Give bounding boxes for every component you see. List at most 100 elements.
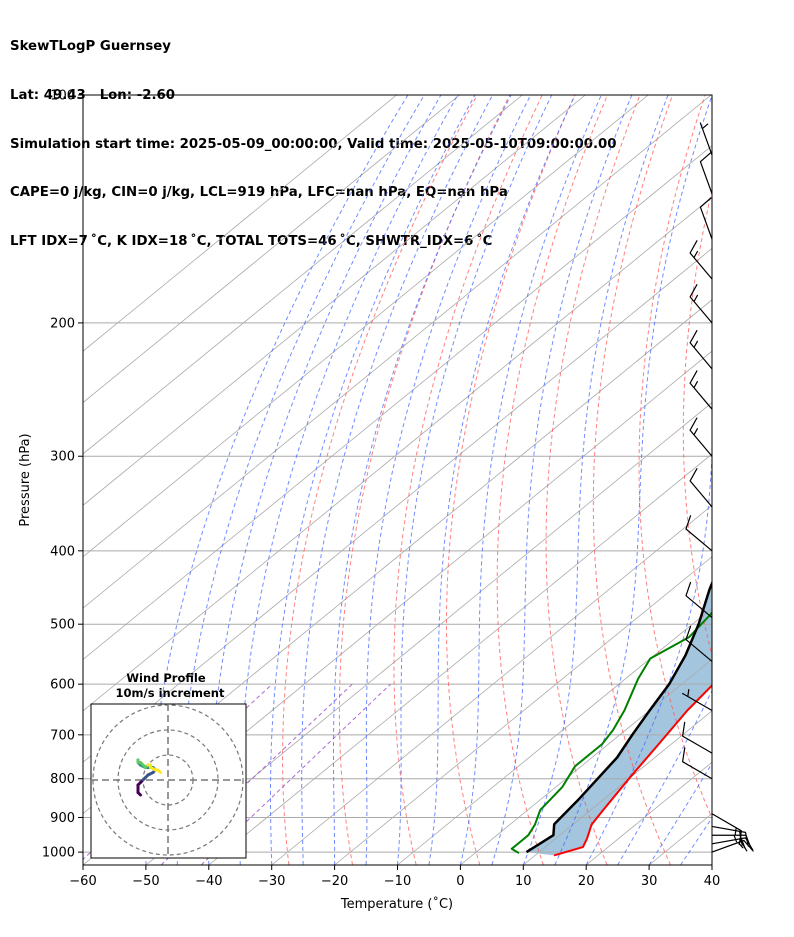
wind-barb-shape <box>711 813 742 846</box>
wind-barb <box>682 689 713 712</box>
x-tick-label: 0 <box>456 874 464 889</box>
moist-adiabat-line <box>397 95 553 865</box>
isotherm-line <box>145 402 712 865</box>
isotherm-line <box>397 607 712 865</box>
moist-adiabat-line <box>208 95 442 865</box>
dry-adiabat-line <box>338 95 511 865</box>
dry-adiabats <box>282 95 712 865</box>
y-tick-label: 900 <box>50 811 75 826</box>
isotherms <box>83 95 712 865</box>
moist-adiabat-line <box>428 95 576 865</box>
wind-barb-shape <box>685 625 713 663</box>
hodograph-inset: Wind Profile 10m/s increment <box>90 671 247 859</box>
y-tick-label: 300 <box>50 450 75 465</box>
moist-adiabats <box>145 95 794 865</box>
x-tick-label: −60 <box>69 874 96 889</box>
x-axis-label: Temperature (˚C) <box>340 896 453 912</box>
y-tick-label: 600 <box>50 678 75 693</box>
x-tick-label: −30 <box>258 874 285 889</box>
wind-barb <box>682 747 713 780</box>
dry-adiabat-line <box>638 95 712 820</box>
moist-adiabat-line <box>365 95 532 865</box>
temperature-line <box>553 683 712 857</box>
pressure-gridlines <box>83 95 712 853</box>
wind-barb <box>689 240 713 280</box>
wind-barb <box>689 330 713 370</box>
isotherm-line <box>271 504 712 865</box>
wind-barb <box>689 284 713 324</box>
wind-barb-shape <box>682 689 713 712</box>
parcel-fill-layer <box>526 583 712 856</box>
y-tick-label: 400 <box>50 544 75 559</box>
wind-barb-shape <box>699 197 713 240</box>
y-tick-label: 700 <box>50 728 75 743</box>
y-tick-label: 800 <box>50 772 75 787</box>
parcel-temperature-fill <box>526 583 712 856</box>
moist-adiabat-line <box>239 95 459 865</box>
wind-barb <box>685 515 713 552</box>
wind-barb-shape <box>689 240 713 280</box>
x-tick-label: 30 <box>641 874 658 889</box>
y-tick-label: 500 <box>50 618 75 633</box>
moist-adiabat-line <box>522 95 669 865</box>
isotherm-line <box>83 95 460 404</box>
dry-adiabat-line <box>682 188 712 657</box>
isotherm-line <box>83 95 397 352</box>
x-axis-ticks: −60 −50 −40 −30 −20 −10 0 10 20 30 40 <box>69 865 720 889</box>
mixing-ratio-line <box>200 683 391 865</box>
wind-barb <box>699 122 713 156</box>
wind-barb <box>685 625 713 663</box>
wind-barb-shape <box>689 417 713 457</box>
wind-barb-shape <box>711 834 752 849</box>
isotherm-line <box>83 95 586 506</box>
isotherm-line <box>83 95 649 558</box>
hodograph-segment <box>156 768 162 774</box>
x-tick-label: −50 <box>132 874 159 889</box>
dry-adiabat-line <box>282 95 478 865</box>
isotherm-line <box>334 556 712 865</box>
isotherm-line <box>523 710 712 865</box>
wind-barb <box>689 370 713 410</box>
wind-barb-shape <box>689 370 713 410</box>
hodograph-title: Wind Profile <box>126 671 206 685</box>
isotherm-line <box>711 864 712 865</box>
moist-adiabat-line <box>270 95 476 865</box>
wind-barb <box>699 152 713 195</box>
moist-adiabat-line <box>585 450 712 865</box>
y-axis-label: Pressure (hPa) <box>18 433 33 526</box>
isotherm-line <box>460 658 712 865</box>
moist-adiabat-line <box>301 95 494 865</box>
parcel-line <box>525 580 712 854</box>
x-tick-label: 10 <box>515 874 532 889</box>
isotherm-line <box>83 95 712 609</box>
moist-adiabat-line <box>554 95 712 865</box>
x-tick-label: 40 <box>704 874 721 889</box>
y-tick-label: 100 <box>50 89 75 104</box>
wind-barb <box>711 813 742 846</box>
hodograph-subtitle: 10m/s increment <box>116 686 225 700</box>
wind-barb <box>699 197 713 240</box>
profile-lines <box>510 580 712 857</box>
wind-barb-shape <box>682 747 713 780</box>
chart-header: SkewTLogP Guernsey Lat: 49.43 Lon: -2.60… <box>10 7 617 266</box>
isotherm-line <box>83 95 523 455</box>
dewpoint-line <box>510 610 712 854</box>
wind-barb-shape <box>685 515 713 552</box>
moist-adiabat-line <box>680 817 712 865</box>
moist-adiabat-line <box>744 95 794 865</box>
dry-adiabat-line <box>446 95 576 865</box>
wind-barb-shape <box>685 581 713 619</box>
wind-barb-shape <box>689 330 713 370</box>
wind-barb <box>689 417 713 457</box>
wind-barb-shape <box>689 468 713 508</box>
wind-barb <box>689 468 713 508</box>
wind-barbs <box>682 122 754 853</box>
convective-parameters: CAPE=0 j/kg, CIN=0 j/kg, LCL=919 hPa, LF… <box>10 185 508 201</box>
isotherm-line <box>648 813 712 865</box>
moist-adiabat-line <box>459 95 602 865</box>
x-tick-label: −20 <box>321 874 348 889</box>
wind-barb <box>711 834 752 849</box>
wind-barb <box>682 721 713 754</box>
moist-adiabat-line <box>648 762 712 865</box>
